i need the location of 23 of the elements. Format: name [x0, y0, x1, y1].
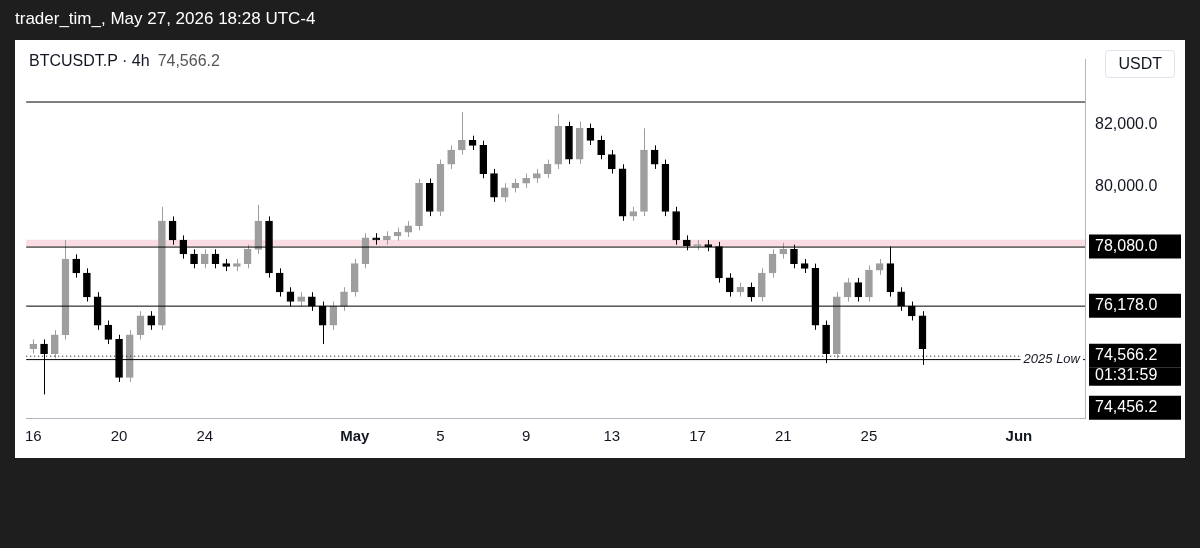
y-axis-title: USDT	[1105, 50, 1175, 78]
x-tick-label: 5	[436, 427, 445, 445]
text: trader_tim_, May 27, 2026 18:28 UTC-4	[15, 9, 316, 29]
y-tick-label: 80,000.0	[1095, 177, 1158, 195]
x-tick-label: 21	[774, 427, 792, 445]
ref-line-label: 78,080.0	[1095, 236, 1158, 254]
annotation: 2025 Low	[1022, 350, 1082, 366]
y-tick-label: 82,000.0	[1095, 115, 1158, 133]
ref-line-label: 74,566.2	[1095, 346, 1158, 364]
x-tick-label: 17	[689, 427, 706, 445]
x-tick-label: 24	[196, 427, 214, 445]
chart-title: BTCUSDT.P · 4h	[29, 52, 150, 69]
x-tick-label: 20	[110, 427, 128, 445]
x-tick-label: 13	[603, 427, 621, 445]
x-tick-label: May	[340, 427, 370, 445]
x-tick-label: 9	[521, 427, 531, 445]
x-tick-label: 16	[25, 427, 42, 445]
x-tick-label: 25	[860, 427, 878, 445]
ref-line-label: 76,178.0	[1095, 296, 1158, 314]
text: 01:31:59	[1095, 366, 1158, 384]
ref-line-label: 74,456.2	[1095, 398, 1158, 416]
x-tick-label: Jun	[1005, 427, 1033, 445]
chart-subtitle: 74,566.2	[157, 52, 220, 69]
